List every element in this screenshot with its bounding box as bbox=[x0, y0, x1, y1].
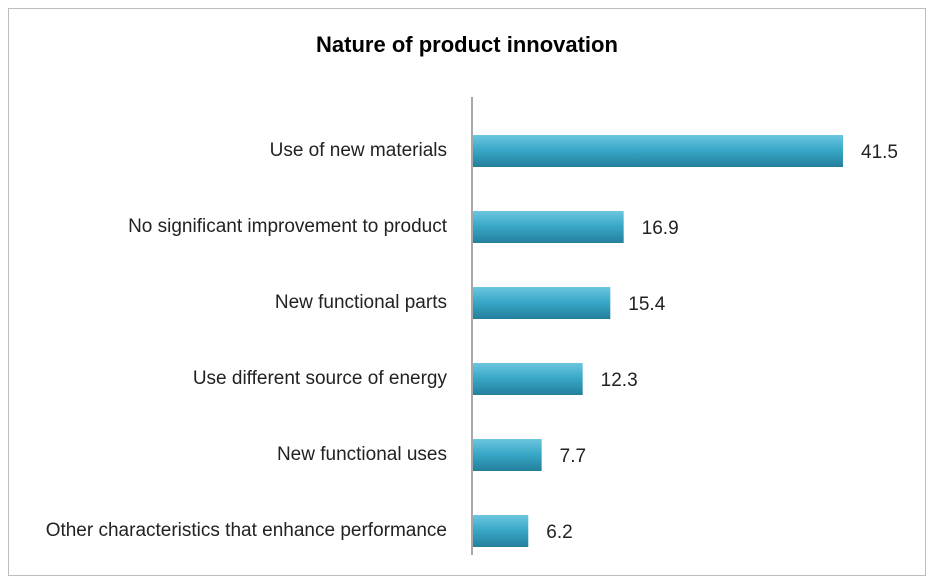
category-label-text: No significant improvement to product bbox=[128, 216, 447, 238]
chart-frame bbox=[8, 8, 926, 576]
category-label: No significant improvement to product bbox=[10, 214, 447, 240]
bar bbox=[473, 211, 624, 243]
category-label: New functional uses bbox=[10, 442, 447, 468]
value-label-text: 41.5 bbox=[861, 142, 898, 163]
category-label: Other characteristics that enhance perfo… bbox=[10, 518, 447, 544]
bar bbox=[473, 363, 583, 395]
value-label-text: 15.4 bbox=[628, 294, 666, 315]
value-label-text: 6.2 bbox=[546, 522, 573, 543]
value-label: 16.9 bbox=[642, 218, 679, 240]
category-label-text: New functional uses bbox=[276, 444, 447, 466]
bar bbox=[473, 439, 542, 471]
bar bbox=[473, 287, 611, 319]
chart-title: Nature of product innovation bbox=[316, 32, 618, 57]
value-label: 41.5 bbox=[861, 142, 898, 164]
value-label: 12.3 bbox=[601, 370, 638, 392]
value-label: 7.7 bbox=[560, 446, 586, 468]
category-label: Use of new materials bbox=[10, 138, 447, 164]
value-label-text: 7.7 bbox=[559, 446, 587, 467]
value-label-text: 16.9 bbox=[641, 218, 679, 239]
value-label: 15.4 bbox=[628, 294, 665, 316]
category-label: New functional parts bbox=[10, 290, 447, 316]
category-label: Use different source of energy bbox=[10, 366, 447, 392]
value-label-text: 12.3 bbox=[600, 370, 638, 391]
category-label-text: Use different source of energy bbox=[192, 368, 447, 390]
bar bbox=[473, 135, 843, 167]
category-label-text: Other characteristics that enhance perfo… bbox=[45, 520, 447, 542]
category-label-text: New functional parts bbox=[274, 292, 447, 314]
category-label-text: Use of new materials bbox=[269, 140, 447, 162]
value-label: 6.2 bbox=[546, 522, 572, 544]
bar bbox=[473, 515, 529, 547]
